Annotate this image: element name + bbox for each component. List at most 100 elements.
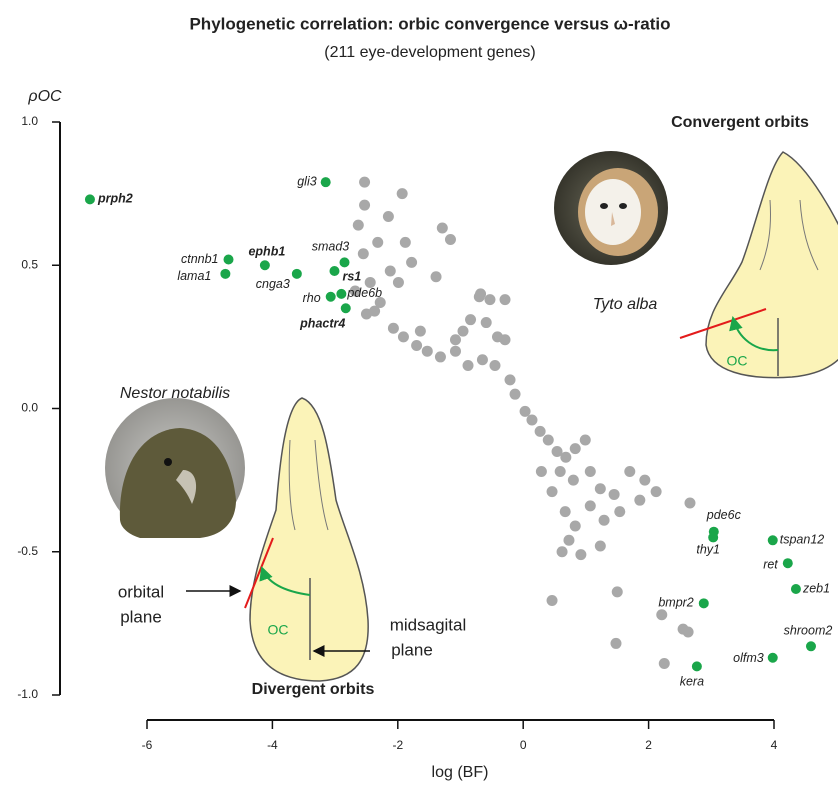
point bbox=[397, 188, 408, 199]
gene-label: thy1 bbox=[696, 543, 720, 557]
annotation: orbital bbox=[118, 582, 164, 601]
point bbox=[624, 466, 635, 477]
point bbox=[599, 515, 610, 526]
point bbox=[463, 360, 474, 371]
point bbox=[543, 435, 554, 446]
point bbox=[415, 326, 426, 337]
point bbox=[609, 489, 620, 500]
point bbox=[614, 506, 625, 517]
point bbox=[388, 323, 399, 334]
point bbox=[708, 532, 718, 542]
y-tick-label: 0.5 bbox=[21, 257, 38, 271]
chart-subtitle: (211 eye-development genes) bbox=[324, 44, 535, 61]
point bbox=[500, 334, 511, 345]
point bbox=[791, 584, 801, 594]
point bbox=[612, 586, 623, 597]
x-tick-label: -4 bbox=[267, 738, 278, 752]
point bbox=[260, 260, 270, 270]
point bbox=[465, 314, 476, 325]
point bbox=[329, 266, 339, 276]
point bbox=[431, 271, 442, 282]
point bbox=[224, 255, 234, 265]
gene-label: lama1 bbox=[177, 269, 211, 283]
point bbox=[557, 546, 568, 557]
point bbox=[85, 194, 95, 204]
point bbox=[326, 292, 336, 302]
point bbox=[684, 498, 695, 509]
point bbox=[651, 486, 662, 497]
gene-label: bmpr2 bbox=[658, 596, 693, 610]
divergent-label: Divergent orbits bbox=[252, 681, 375, 698]
point bbox=[555, 466, 566, 477]
point bbox=[340, 257, 350, 267]
point bbox=[411, 340, 422, 351]
point bbox=[585, 466, 596, 477]
point bbox=[595, 541, 606, 552]
point bbox=[595, 483, 606, 494]
convergent-skull bbox=[680, 152, 838, 378]
point bbox=[520, 406, 531, 417]
gene-label: prph2 bbox=[97, 192, 133, 206]
point bbox=[445, 234, 456, 245]
gene-label: rho bbox=[303, 291, 321, 305]
point bbox=[536, 466, 547, 477]
y-axis-label: ρOC bbox=[27, 88, 62, 105]
gene-label: tspan12 bbox=[780, 533, 825, 547]
point bbox=[353, 220, 364, 231]
point bbox=[400, 237, 411, 248]
oc-label: OC bbox=[727, 353, 748, 369]
point bbox=[505, 374, 516, 385]
point bbox=[526, 414, 537, 425]
point bbox=[372, 237, 383, 248]
point bbox=[563, 535, 574, 546]
point bbox=[450, 346, 461, 357]
point bbox=[683, 626, 694, 637]
gene-label: olfm3 bbox=[733, 651, 764, 665]
gene-label: smad3 bbox=[312, 240, 350, 254]
gene-label: rs1 bbox=[342, 269, 361, 283]
gene-label: cnga3 bbox=[256, 277, 290, 291]
gene-label: ephb1 bbox=[248, 245, 285, 259]
point bbox=[359, 200, 370, 211]
point bbox=[510, 389, 521, 400]
point bbox=[699, 598, 709, 608]
point bbox=[292, 269, 302, 279]
x-axis-label: log (BF) bbox=[432, 764, 489, 781]
y-tick-label: -0.5 bbox=[17, 544, 38, 558]
point bbox=[383, 211, 394, 222]
point bbox=[783, 558, 793, 568]
species-label: Nestor notabilis bbox=[120, 385, 230, 402]
point bbox=[500, 294, 511, 305]
point bbox=[585, 500, 596, 511]
owl-photo bbox=[554, 151, 668, 265]
gene-label: pde6c bbox=[706, 508, 742, 522]
point bbox=[547, 486, 558, 497]
point bbox=[656, 609, 667, 620]
point bbox=[359, 177, 370, 188]
point bbox=[406, 257, 417, 268]
x-tick-label: 2 bbox=[645, 738, 652, 752]
gene-label: kera bbox=[680, 675, 704, 689]
point bbox=[489, 360, 500, 371]
point bbox=[369, 306, 380, 317]
species-label: Tyto alba bbox=[593, 296, 658, 313]
point bbox=[768, 653, 778, 663]
gene-label: zeb1 bbox=[802, 581, 830, 595]
gene-label: gli3 bbox=[297, 174, 317, 188]
point bbox=[575, 549, 586, 560]
point bbox=[358, 248, 369, 259]
annotation: plane bbox=[120, 607, 162, 626]
point bbox=[220, 269, 230, 279]
point bbox=[580, 435, 591, 446]
y-tick-label: 0.0 bbox=[21, 401, 38, 415]
x-tick-label: 4 bbox=[771, 738, 778, 752]
gene-label: ret bbox=[763, 558, 778, 572]
point bbox=[398, 331, 409, 342]
point bbox=[535, 426, 546, 437]
point bbox=[570, 443, 581, 454]
point bbox=[659, 658, 670, 669]
point bbox=[450, 334, 461, 345]
point bbox=[634, 495, 645, 506]
point bbox=[768, 535, 778, 545]
point bbox=[639, 475, 650, 486]
